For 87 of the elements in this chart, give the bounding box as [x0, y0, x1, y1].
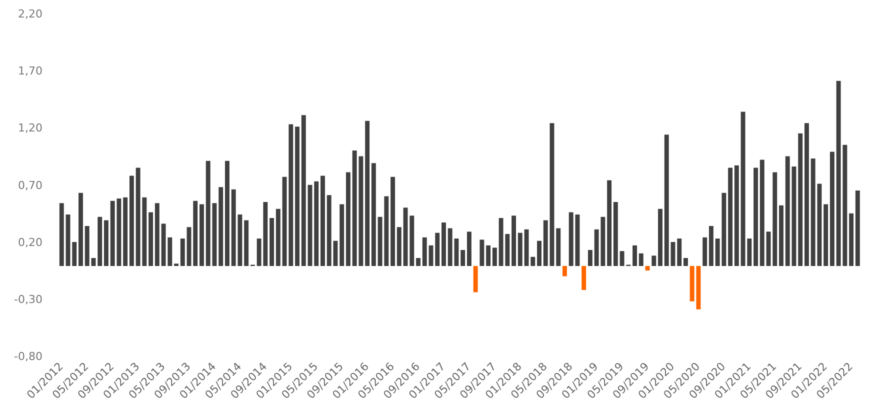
bar [212, 203, 217, 266]
bar [460, 250, 466, 266]
bar [664, 134, 669, 266]
bar [84, 226, 90, 266]
bar [224, 160, 230, 266]
bar [613, 202, 618, 266]
y-tick-label: -0,80 [14, 350, 42, 364]
bar [320, 176, 325, 266]
bar [200, 204, 204, 266]
bar [683, 258, 688, 266]
bar [728, 168, 733, 266]
y-tick-label: 1,70 [18, 64, 42, 78]
bar [154, 203, 160, 266]
bar [772, 172, 778, 266]
bar [346, 172, 350, 266]
y-tick-label: 0,20 [18, 236, 42, 249]
bar [78, 192, 83, 266]
bar [295, 126, 300, 266]
bar [632, 245, 638, 266]
bar [582, 266, 586, 290]
bar [365, 120, 370, 266]
bar [180, 238, 185, 266]
bar [390, 176, 396, 266]
bar [314, 181, 319, 266]
bar [244, 220, 249, 266]
bar [492, 248, 497, 266]
bar [148, 212, 154, 266]
bar [638, 253, 644, 266]
bar [486, 245, 491, 266]
bar [466, 232, 472, 266]
bar [416, 258, 420, 266]
bar [670, 242, 676, 266]
bar [524, 229, 529, 266]
bar [779, 205, 784, 266]
bar [652, 256, 656, 266]
bar [530, 256, 536, 266]
bar [72, 242, 77, 266]
bar [543, 220, 548, 266]
bar [754, 168, 758, 266]
y-tick-label: 1,20 [18, 122, 42, 135]
bar [206, 160, 210, 266]
bar [766, 232, 771, 266]
bar [677, 238, 682, 266]
bar [798, 133, 803, 266]
bar [218, 187, 224, 266]
bar [371, 163, 376, 266]
bar [193, 200, 198, 266]
bar [607, 180, 612, 266]
bar [480, 240, 484, 266]
bar [512, 216, 516, 266]
bar [435, 232, 440, 266]
bar [98, 216, 102, 266]
bar [562, 266, 567, 276]
bar [422, 237, 427, 266]
y-tick-label: -0,30 [14, 293, 42, 306]
bar [804, 123, 809, 266]
bar [91, 258, 96, 266]
bar [340, 204, 344, 266]
bar [186, 227, 192, 266]
y-tick-label: 2,20 [18, 7, 42, 20]
bar [473, 266, 478, 292]
bar [824, 204, 828, 266]
bar [588, 250, 592, 266]
bar [59, 203, 64, 266]
bar [556, 228, 561, 266]
bar [518, 232, 522, 266]
bar [830, 152, 834, 266]
bar [129, 176, 134, 266]
y-tick-label: 0,70 [18, 178, 42, 192]
bar [760, 160, 764, 266]
bar [849, 213, 854, 266]
bar [550, 123, 554, 266]
bar [123, 197, 128, 266]
bar [442, 222, 446, 266]
bar [855, 190, 860, 266]
bar [658, 208, 662, 266]
bar [104, 220, 108, 266]
bar [396, 227, 402, 266]
bar [702, 237, 708, 266]
bar [270, 218, 274, 266]
bar [537, 240, 542, 266]
bar [301, 115, 306, 266]
bar [276, 208, 280, 266]
bar [66, 214, 70, 266]
bar [308, 184, 312, 266]
bar [734, 165, 739, 266]
bar [708, 226, 714, 266]
